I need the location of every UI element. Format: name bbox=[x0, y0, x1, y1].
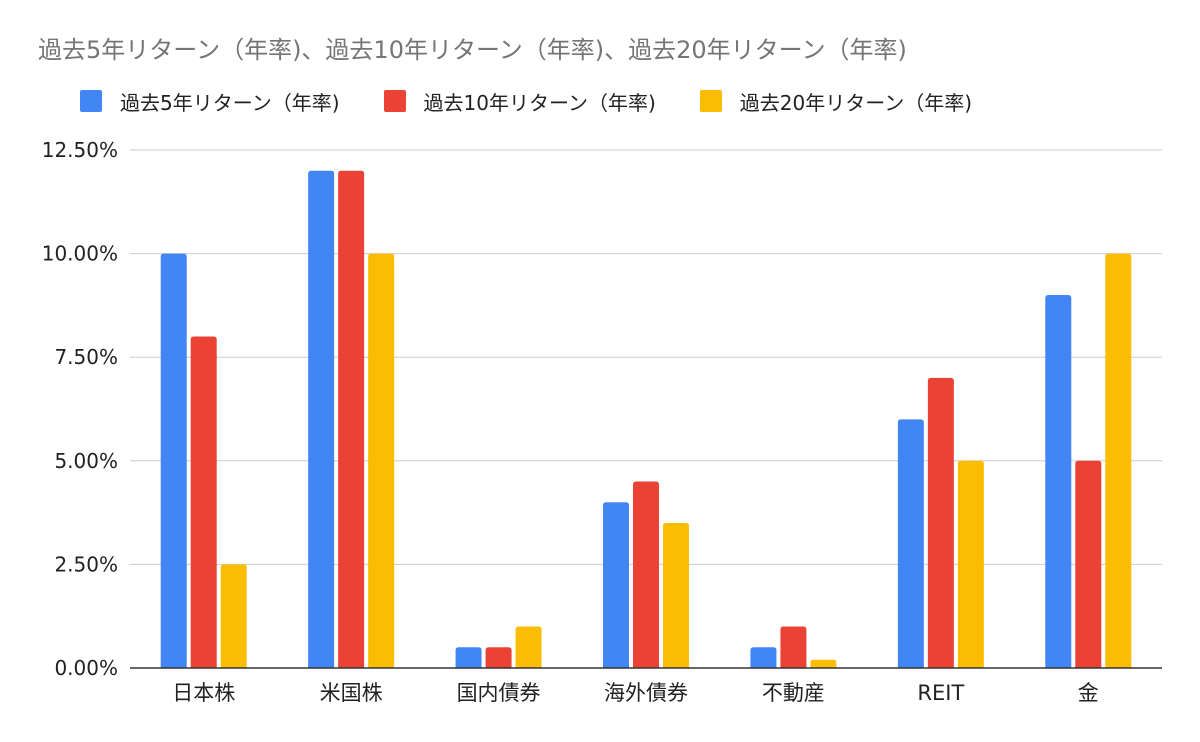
bar[interactable] bbox=[515, 626, 542, 668]
bar[interactable] bbox=[603, 502, 629, 668]
x-tick-label: 不動産 bbox=[762, 681, 825, 705]
legend-item-5y[interactable]: 過去5年リターン（年率) bbox=[80, 87, 340, 116]
bar[interactable] bbox=[957, 460, 984, 668]
y-tick-label: 2.50% bbox=[54, 552, 118, 576]
legend-label-10y: 過去10年リターン（年率) bbox=[423, 90, 656, 115]
bar[interactable] bbox=[1075, 460, 1102, 668]
x-tick-label: 日本株 bbox=[172, 681, 235, 705]
legend: 過去5年リターン（年率) 過去10年リターン（年率) 過去20年リターン（年率) bbox=[80, 86, 1016, 116]
bar[interactable] bbox=[750, 647, 777, 668]
y-tick-label: 5.00% bbox=[54, 449, 118, 473]
x-tick-label: REIT bbox=[917, 681, 964, 705]
bar[interactable] bbox=[485, 647, 512, 668]
x-tick-label: 国内債券 bbox=[457, 681, 541, 705]
bar[interactable] bbox=[810, 659, 837, 668]
y-tick-label: 12.50% bbox=[42, 138, 118, 162]
bar[interactable] bbox=[1105, 253, 1132, 668]
y-tick-label: 7.50% bbox=[54, 345, 118, 369]
legend-swatch-20y bbox=[699, 90, 722, 112]
legend-item-10y[interactable]: 過去10年リターン（年率) bbox=[383, 87, 656, 116]
bar[interactable] bbox=[1045, 295, 1072, 668]
bar[interactable] bbox=[633, 481, 659, 668]
bar[interactable] bbox=[927, 377, 954, 668]
legend-swatch-10y bbox=[383, 90, 406, 112]
bar[interactable] bbox=[368, 253, 395, 668]
bar[interactable] bbox=[455, 647, 482, 668]
chart-title: 過去5年リターン（年率)、過去10年リターン（年率)、過去20年リターン（年率) bbox=[38, 36, 907, 64]
bar[interactable] bbox=[160, 253, 187, 668]
bar[interactable] bbox=[663, 522, 689, 668]
bar[interactable] bbox=[220, 564, 247, 668]
y-tick-label: 0.00% bbox=[54, 656, 118, 680]
legend-label-20y: 過去20年リターン（年率) bbox=[739, 90, 973, 115]
bar[interactable] bbox=[338, 170, 365, 668]
legend-swatch-5y bbox=[80, 90, 102, 112]
y-tick-label: 10.00% bbox=[42, 242, 118, 266]
bar[interactable] bbox=[308, 170, 335, 668]
legend-item-20y[interactable]: 過去20年リターン（年率) bbox=[699, 87, 973, 116]
x-tick-label: 米国株 bbox=[320, 681, 383, 705]
x-tick-label: 金 bbox=[1078, 681, 1099, 705]
bar[interactable] bbox=[897, 419, 924, 668]
x-tick-label: 海外債券 bbox=[604, 681, 688, 705]
legend-label-5y: 過去5年リターン（年率) bbox=[120, 90, 340, 115]
bar[interactable] bbox=[780, 626, 807, 668]
bar[interactable] bbox=[190, 336, 217, 668]
